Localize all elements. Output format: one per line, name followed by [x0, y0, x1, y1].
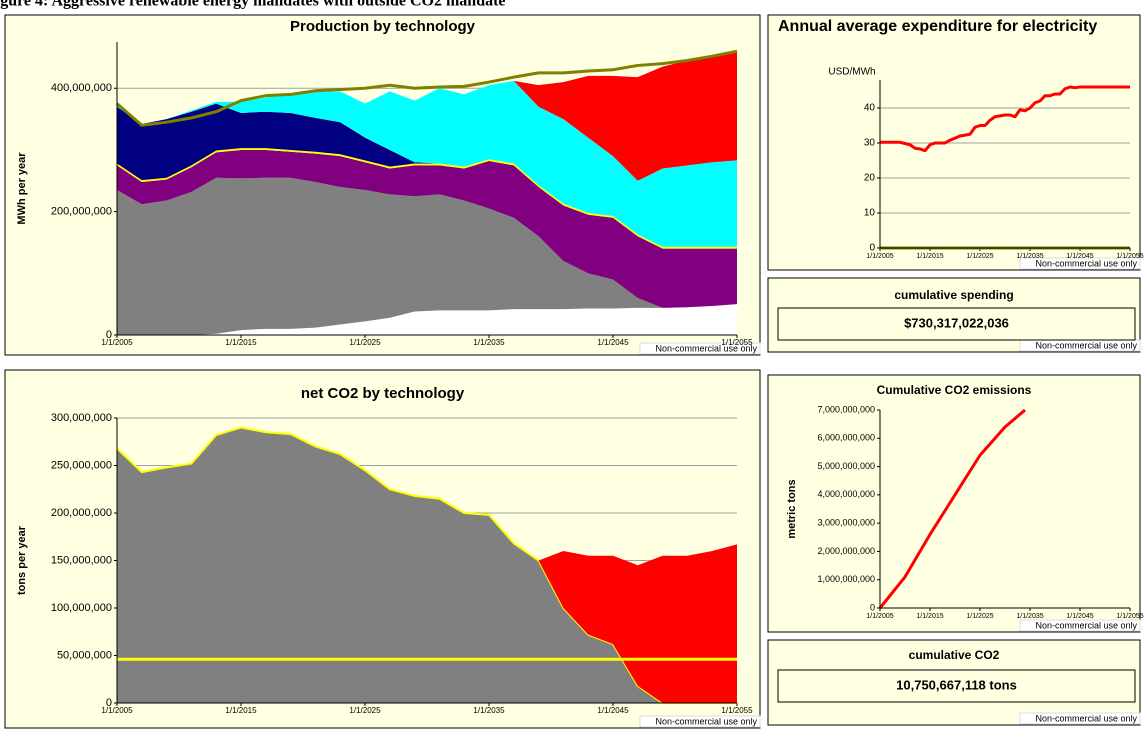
x-tick-label: 1/1/2025 [349, 338, 381, 347]
x-tick-label: 1/1/2005 [866, 253, 893, 260]
stat-box [777, 669, 1136, 703]
watermark: Non-commercial use only [1035, 340, 1137, 350]
panel: Production by technology Non-commercial u… [4, 14, 761, 356]
y-tick-label: 40 [864, 103, 876, 114]
x-tick-label: 1/1/2015 [916, 253, 943, 260]
area [117, 103, 737, 247]
x-tick-label: 1/1/2045 [597, 706, 629, 715]
x-tick-label: 1/1/2005 [101, 338, 133, 347]
watermark: Non-commercial use only [655, 343, 757, 353]
panel: Cumulative CO2 emissions Non-commercial u… [767, 374, 1144, 633]
y-axis-label: USD/MWh [828, 67, 875, 78]
y-tick-label: 400,000,000 [51, 82, 112, 94]
x-tick-label: 1/1/2055 [1116, 613, 1143, 620]
chart-title: cumulative spending [894, 288, 1013, 302]
y-tick-label: 150,000,000 [51, 554, 112, 566]
x-tick-label: 1/1/2015 [225, 706, 257, 715]
chart-title: net CO2 by technology [301, 385, 465, 402]
x-tick-label: 1/1/2025 [966, 613, 993, 620]
y-tick-label: 20 [864, 173, 876, 184]
watermark: Non-commercial use only [1035, 620, 1137, 630]
y-tick-label: 30 [864, 138, 876, 149]
y-tick-label: 1,000,000,000 [817, 574, 875, 584]
x-tick-label: 1/1/2035 [473, 706, 505, 715]
watermark-frame [639, 715, 761, 728]
x-tick-label: 1/1/2055 [1116, 253, 1143, 260]
figure-caption: Figure 4: Aggressive renewable energy ma… [0, 0, 506, 10]
line [116, 49, 738, 127]
x-tick-label: 1/1/2025 [349, 706, 381, 715]
y-tick-label: 4,000,000,000 [817, 489, 875, 499]
x-tick-label: 1/1/2005 [866, 613, 893, 620]
area [117, 177, 737, 335]
chart-title: Production by technology [290, 18, 476, 35]
x-tick-label: 1/1/2035 [1016, 253, 1043, 260]
y-tick-label: 200,000,000 [51, 507, 112, 519]
area [117, 51, 737, 181]
chart-title: Annual average expenditure for electrici… [778, 18, 1098, 35]
y-tick-label: 10 [864, 208, 876, 219]
panel: Annual average expenditure for electrici… [767, 14, 1144, 271]
x-tick-label: 1/1/2005 [101, 706, 133, 715]
area [117, 149, 737, 308]
line [880, 85, 1130, 153]
x-tick-label: 1/1/2015 [225, 338, 257, 347]
y-axis-label: tons per year [16, 525, 28, 595]
watermark-frame [1019, 712, 1141, 725]
y-axis-label: MWh per year [16, 152, 28, 225]
watermark-frame [1019, 619, 1141, 632]
x-tick-label: 1/1/2055 [721, 338, 753, 347]
y-tick-label: 300,000,000 [51, 412, 112, 424]
x-tick-label: 1/1/2045 [1066, 253, 1093, 260]
y-tick-label: 200,000,000 [51, 206, 112, 218]
y-tick-label: 100,000,000 [51, 602, 112, 614]
y-tick-label: 50,000,000 [57, 649, 112, 661]
watermark: Non-commercial use only [1035, 713, 1137, 723]
x-tick-label: 1/1/2045 [597, 338, 629, 347]
area [117, 427, 737, 703]
watermark-frame [639, 342, 761, 355]
panel-frame [767, 374, 1141, 633]
chart-title: Cumulative CO2 emissions [877, 383, 1032, 397]
x-tick-label: 1/1/2055 [721, 706, 753, 715]
watermark-frame [1019, 257, 1141, 270]
x-tick-label: 1/1/2035 [473, 338, 505, 347]
y-tick-label: 7,000,000,000 [817, 404, 875, 414]
y-tick-label: 3,000,000,000 [817, 518, 875, 528]
y-tick-label: 5,000,000,000 [817, 461, 875, 471]
watermark: Non-commercial use only [655, 716, 757, 726]
y-axis-label: metric tons [786, 479, 798, 538]
x-tick-label: 1/1/2045 [1066, 613, 1093, 620]
panel: net CO2 by technology Non-commercial use … [4, 369, 761, 729]
y-tick-label: 0 [106, 329, 112, 341]
stat-box [777, 307, 1136, 341]
area [117, 304, 737, 335]
panel: cumulative spending Non-commercial use on… [767, 277, 1141, 353]
area [117, 427, 737, 703]
watermark: Non-commercial use only [1035, 258, 1137, 268]
y-tick-label: 0 [869, 243, 875, 254]
line [878, 408, 1026, 609]
y-tick-label: 250,000,000 [51, 459, 112, 471]
panel: cumulative CO2 Non-commercial use only 10,… [767, 639, 1141, 726]
y-tick-label: 0 [106, 697, 112, 709]
area [117, 80, 737, 247]
chart-title: cumulative CO2 [909, 648, 1000, 662]
stat-value: $730,317,022,036 [904, 315, 1009, 330]
stat-value: 10,750,667,118 tons [896, 677, 1017, 692]
chart-title-box: Annual average expenditure for electrici… [778, 18, 1098, 35]
y-tick-label: 0 [870, 602, 875, 612]
x-tick-label: 1/1/2015 [916, 613, 943, 620]
y-tick-label: 6,000,000,000 [817, 433, 875, 443]
x-tick-label: 1/1/2035 [1016, 613, 1043, 620]
y-tick-label: 2,000,000,000 [817, 546, 875, 556]
x-tick-label: 1/1/2025 [966, 253, 993, 260]
